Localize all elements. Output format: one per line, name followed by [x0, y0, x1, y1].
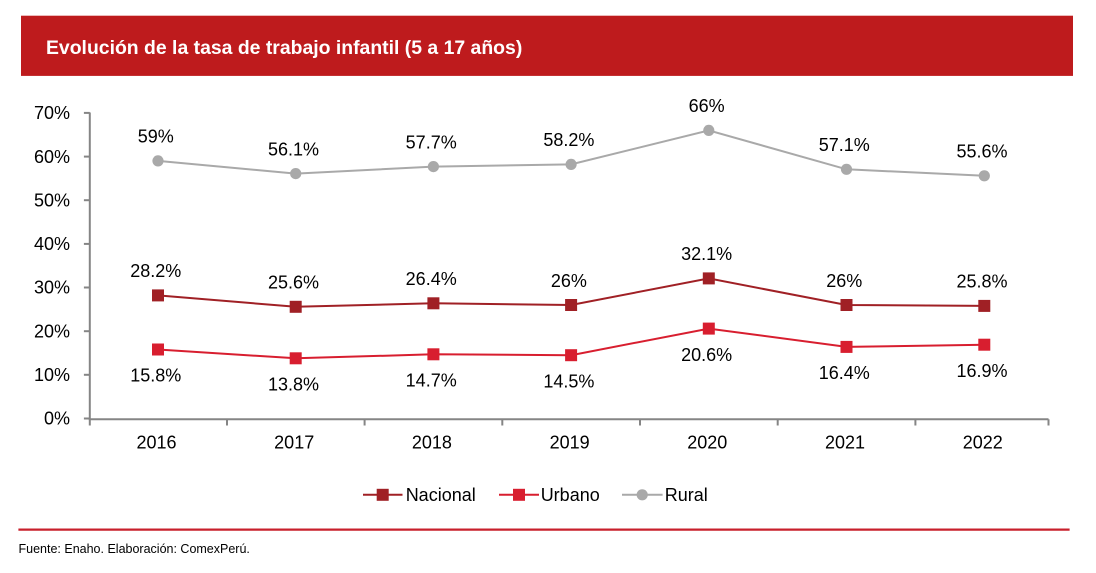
svg-text:66%: 66%	[689, 96, 725, 116]
svg-text:2020: 2020	[687, 433, 727, 453]
svg-text:14.5%: 14.5%	[543, 371, 594, 391]
svg-text:Rural: Rural	[665, 485, 708, 505]
svg-text:50%: 50%	[34, 190, 70, 210]
svg-text:Fuente: Enaho. Elaboración: Co: Fuente: Enaho. Elaboración: ComexPerú.	[19, 542, 250, 556]
svg-text:25.6%: 25.6%	[268, 273, 319, 293]
svg-text:58.2%: 58.2%	[543, 130, 594, 150]
svg-text:13.8%: 13.8%	[268, 375, 319, 395]
svg-text:2016: 2016	[136, 433, 176, 453]
svg-text:56.1%: 56.1%	[268, 139, 319, 159]
svg-text:57.7%: 57.7%	[406, 132, 457, 152]
svg-text:Urbano: Urbano	[541, 485, 600, 505]
svg-text:26%: 26%	[551, 271, 587, 291]
svg-text:40%: 40%	[34, 234, 70, 254]
svg-text:15.8%: 15.8%	[130, 366, 181, 386]
svg-text:Evolución de la tasa de trabaj: Evolución de la tasa de trabajo infantil…	[46, 37, 522, 59]
svg-text:Nacional: Nacional	[406, 485, 476, 505]
svg-text:2021: 2021	[825, 433, 865, 453]
svg-text:2017: 2017	[274, 433, 314, 453]
svg-text:16.4%: 16.4%	[819, 363, 870, 383]
svg-text:20%: 20%	[34, 321, 70, 341]
svg-text:16.9%: 16.9%	[956, 361, 1007, 381]
svg-text:14.7%: 14.7%	[406, 371, 457, 391]
svg-text:59%: 59%	[138, 127, 174, 147]
svg-text:20.6%: 20.6%	[681, 345, 732, 365]
svg-text:57.1%: 57.1%	[819, 135, 870, 155]
svg-text:28.2%: 28.2%	[130, 261, 181, 281]
svg-text:60%: 60%	[34, 147, 70, 167]
svg-text:10%: 10%	[34, 365, 70, 385]
svg-text:26.4%: 26.4%	[406, 269, 457, 289]
svg-text:2019: 2019	[550, 433, 590, 453]
svg-text:32.1%: 32.1%	[681, 244, 732, 264]
svg-text:25.8%: 25.8%	[956, 272, 1007, 292]
svg-text:0%: 0%	[44, 409, 70, 429]
svg-text:2018: 2018	[412, 433, 452, 453]
svg-text:70%: 70%	[34, 103, 70, 123]
svg-text:26%: 26%	[826, 271, 862, 291]
svg-text:2022: 2022	[963, 433, 1003, 453]
svg-text:30%: 30%	[34, 278, 70, 298]
svg-text:55.6%: 55.6%	[956, 142, 1007, 162]
